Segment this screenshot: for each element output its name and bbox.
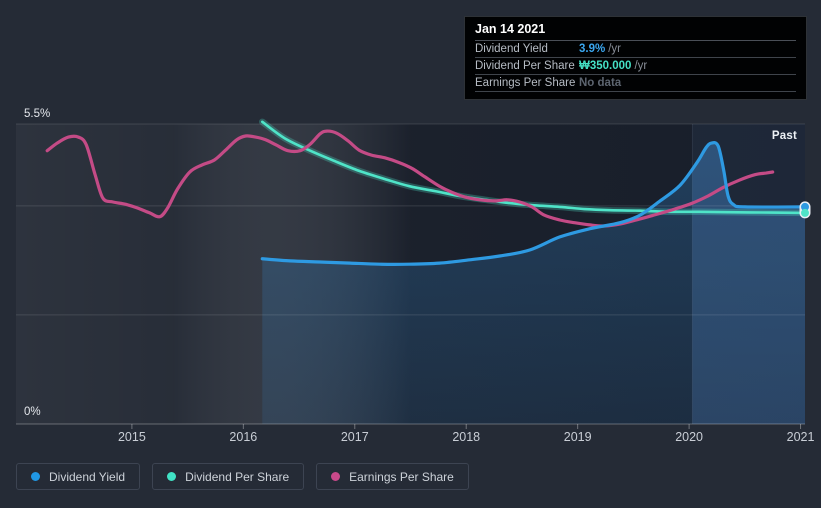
x-axis-label-2015: 2015: [118, 430, 146, 444]
tooltip-unit: /yr: [634, 60, 648, 72]
past-label: Past: [771, 130, 797, 142]
tooltip-unit: /yr: [608, 43, 621, 55]
legend-dividend-per-share[interactable]: Dividend Per Share: [152, 463, 305, 490]
tooltip-value: No data: [579, 77, 622, 89]
earnings-per-share-swatch-icon: [331, 472, 341, 481]
legend-dividend-yield[interactable]: Dividend Yield: [16, 463, 141, 490]
x-axis-label-2016: 2016: [229, 430, 257, 444]
tooltip-row-dividend-yield: Dividend Yield 3.9% /yr: [475, 41, 796, 58]
dividend-yield-line: [260, 141, 807, 266]
x-axis-label-2018: 2018: [452, 430, 480, 444]
x-axis-label-2019: 2019: [564, 430, 592, 444]
tooltip-row-earnings-per-share: Earnings Per Share No data: [475, 75, 796, 92]
dividend-per-share-swatch-icon: [167, 472, 177, 481]
past-highlight-band: [692, 124, 805, 424]
x-axis-label-2021: 2021: [787, 430, 815, 444]
legend-earnings-per-share[interactable]: Earnings Per Share: [316, 463, 469, 490]
x-axis-label-2020: 2020: [675, 430, 703, 444]
legend-label: Earnings Per Share: [349, 469, 454, 484]
tooltip-value: 3.9%: [579, 43, 606, 55]
tooltip-value: ₩350.000: [579, 60, 632, 72]
dividend-yield-end-marker: [801, 202, 809, 211]
chart-tooltip: Jan 14 2021 Dividend Yield 3.9% /yr Divi…: [464, 16, 807, 100]
x-axis-label-2017: 2017: [341, 430, 369, 444]
legend-label: Dividend Yield: [49, 469, 126, 484]
tooltip-label: Dividend Per Share: [475, 60, 575, 72]
dividend-per-share-end-marker: [801, 208, 809, 217]
y-axis-label-bottom: 0%: [24, 406, 41, 418]
tooltip-label: Earnings Per Share: [475, 77, 576, 89]
tooltip-label: Dividend Yield: [475, 43, 548, 55]
tooltip-row-dividend-per-share: Dividend Per Share ₩350.000 /yr: [475, 58, 796, 75]
tooltip-date: Jan 14 2021: [475, 17, 796, 41]
y-axis-label-top: 5.5%: [24, 108, 50, 120]
dividend-yield-swatch-icon: [31, 472, 40, 481]
chart-legend: Dividend Yield Dividend Per Share Earnin…: [16, 463, 469, 490]
legend-label: Dividend Per Share: [185, 469, 290, 484]
